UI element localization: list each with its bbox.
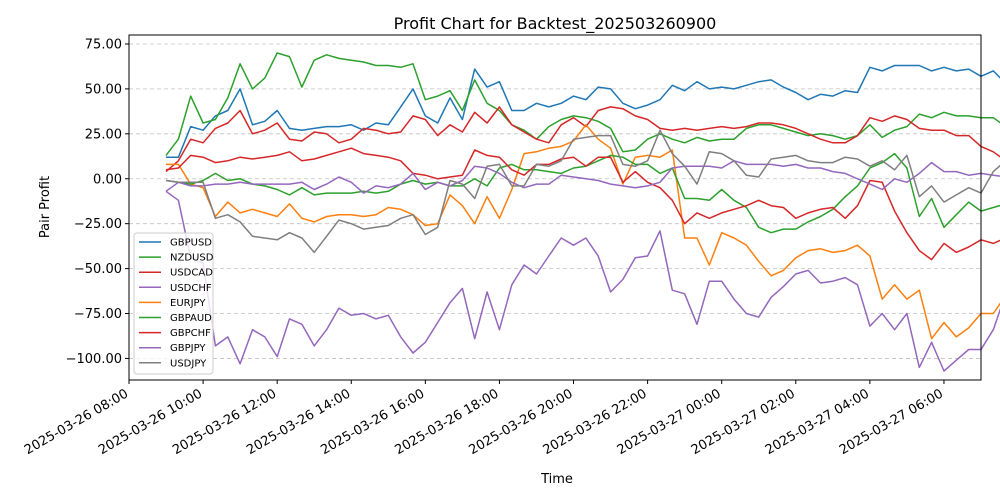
legend-label-usdjpy: USDJPY bbox=[170, 358, 207, 369]
series-line-usdjpy bbox=[165, 129, 1000, 254]
series-line-gbpchf bbox=[165, 147, 1000, 261]
plot-area-background bbox=[129, 35, 981, 380]
y-axis-title: Pair Profit bbox=[38, 176, 53, 238]
y-tick-label: 75.00 bbox=[85, 37, 122, 52]
legend-label-eurjpy: EURJPY bbox=[170, 298, 206, 309]
series-line-gbpjpy bbox=[165, 160, 1000, 194]
y-tick-label: −100.00 bbox=[66, 352, 122, 367]
legend-label-gbpjpy: GBPJPY bbox=[170, 343, 206, 354]
x-axis-title: Time bbox=[540, 472, 573, 487]
series-line-usdcad bbox=[165, 106, 1000, 173]
legend-label-gbpusd: GBPUSD bbox=[170, 238, 212, 249]
legend-label-gbpaud: GBPAUD bbox=[170, 313, 212, 324]
y-tick-label: −50.00 bbox=[74, 262, 122, 277]
series-line-eurjpy bbox=[166, 124, 1000, 340]
series-lines bbox=[165, 52, 1000, 372]
y-tick-label: −75.00 bbox=[74, 307, 122, 322]
legend-label-usdcad: USDCAD bbox=[170, 268, 213, 279]
y-tick-label: 25.00 bbox=[85, 127, 122, 142]
series-line-usdchf bbox=[165, 190, 1000, 372]
y-axis: 75.00 50.00 25.00 0.00 −25.00 −50.00 −75.00 −10… bbox=[66, 37, 129, 367]
legend-label-nzdusd: NZDUSD bbox=[170, 253, 214, 264]
legend-label-usdchf: USDCHF bbox=[170, 283, 212, 294]
y-tick-label: 50.00 bbox=[85, 82, 122, 97]
chart-title: Profit Chart for Backtest_202503260900 bbox=[394, 14, 717, 34]
y-tick-label: 0.00 bbox=[93, 172, 122, 187]
plot-frame bbox=[128, 34, 982, 381]
legend: GBPUSD NZDUSD USDCAD USDCHF EURJPY GBPAUD GBPC… bbox=[133, 232, 214, 375]
legend-frame bbox=[133, 232, 214, 375]
series-line-gbpusd bbox=[166, 64, 1000, 158]
grid-lines bbox=[129, 43, 981, 359]
series-line-nzdusd bbox=[165, 52, 1000, 156]
y-tick-label: −25.00 bbox=[74, 217, 122, 232]
legend-label-gbpchf: GBPCHF bbox=[170, 328, 211, 339]
